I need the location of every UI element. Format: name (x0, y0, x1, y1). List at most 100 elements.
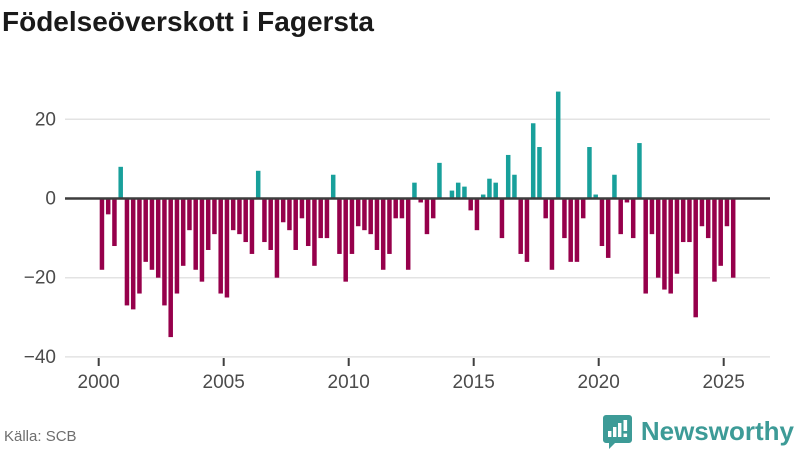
bar: 2012 Q2: -18 (405, 198, 411, 270)
bar: 2008 Q4: -10 (318, 198, 323, 239)
newsworthy-pin-barchart-icon (602, 415, 632, 449)
bar: 2022 Q1: -9 (649, 198, 655, 235)
bar: 2005 Q3: -9 (237, 198, 242, 235)
bar: 2017 Q4: -5 (543, 198, 548, 219)
bar: 2003 Q2: -17 (180, 198, 186, 266)
bar: 2011 Q2: -18 (380, 198, 386, 270)
bar: 2016 Q1: -10 (499, 198, 505, 239)
bar: 2019 Q4: 1 (593, 194, 598, 199)
bar: 2004 Q4: -24 (218, 198, 223, 294)
bar: 2020 Q4: -9 (618, 198, 623, 235)
bar: 2014 Q4: -3 (468, 198, 473, 211)
bar: 2003 Q4: -18 (193, 198, 198, 270)
bar: 2024 Q2: -10 (705, 198, 711, 239)
bar: 2004 Q3: -9 (212, 198, 217, 235)
bar: 2006 Q2: 7 (255, 170, 261, 199)
y-axis-tick-label: 0 (45, 189, 56, 210)
bar: 2012 Q3: 4 (412, 182, 417, 199)
bar: 2010 Q2: -7 (355, 198, 361, 227)
bar: 2000 Q1: -18 (99, 198, 105, 270)
bar: 2000 Q3: -12 (112, 198, 117, 247)
bar: 2009 Q3: -14 (337, 198, 342, 254)
bar: 2024 Q1: -7 (699, 198, 705, 227)
bar: 2021 Q2: -10 (630, 198, 636, 239)
bar: 2025 Q1: -7 (724, 198, 730, 227)
bar: 2001 Q4: -16 (143, 198, 148, 262)
bar: 2005 Q1: -25 (224, 198, 230, 298)
bar: 2005 Q2: -8 (230, 198, 236, 231)
bar: 2019 Q1: -16 (574, 198, 580, 262)
bar: 2016 Q2: 11 (505, 154, 511, 199)
bar: 2014 Q3: 3 (462, 186, 467, 199)
bar: 2018 Q4: -16 (568, 198, 573, 262)
bar: 2019 Q3: 13 (587, 147, 592, 199)
bar: 2001 Q1: -27 (124, 198, 130, 306)
bar: 2011 Q4: -5 (393, 198, 398, 219)
bar: 2022 Q2: -20 (655, 198, 661, 278)
bar: 2025 Q2: -20 (730, 198, 736, 278)
bar: 2015 Q2: 1 (480, 194, 486, 199)
bar: 2011 Q1: -13 (374, 198, 380, 250)
bar: 2002 Q3: -27 (162, 198, 167, 306)
x-axis-tick-label: 2025 (703, 372, 745, 393)
x-axis-tick-label: 2015 (453, 372, 495, 393)
bar: 2006 Q3: -11 (262, 198, 267, 243)
bar: 2016 Q4: -14 (518, 198, 523, 254)
x-axis-tick-label: 2020 (578, 372, 620, 393)
bar: 2018 Q2: 27 (555, 91, 561, 199)
bar: 2017 Q1: -16 (524, 198, 530, 262)
bar: 2022 Q4: -24 (668, 198, 673, 294)
bar: 2020 Q2: -15 (605, 198, 611, 258)
bar: 2004 Q2: -13 (205, 198, 211, 250)
bar: 2020 Q3: 6 (612, 174, 617, 199)
x-axis-tick-label: 2005 (203, 372, 245, 393)
bar: 2008 Q1: -5 (299, 198, 305, 219)
bar: 2007 Q2: -6 (280, 198, 286, 223)
x-axis-tick-label: 2010 (328, 372, 370, 393)
bar: 2013 Q1: -9 (424, 198, 430, 235)
bar: 2006 Q4: -13 (268, 198, 273, 250)
bar: 2001 Q3: -24 (137, 198, 142, 294)
bar: 2002 Q4: -35 (168, 198, 173, 338)
bar: 2018 Q1: -18 (549, 198, 555, 270)
bar: 2024 Q4: -17 (718, 198, 723, 266)
source-note: Källa: SCB (4, 428, 77, 445)
bar: 2007 Q4: -13 (293, 198, 298, 250)
bar: 2012 Q1: -5 (399, 198, 405, 219)
bar: 2023 Q4: -30 (693, 198, 698, 318)
y-axis-tick-label: −20 (24, 268, 56, 289)
bar: 2018 Q3: -10 (562, 198, 567, 239)
bar: 2003 Q1: -24 (174, 198, 180, 294)
y-axis-tick-label: −40 (24, 347, 56, 368)
bar: 2015 Q3: 5 (487, 178, 492, 199)
bar: 2008 Q2: -12 (305, 198, 311, 247)
bar: 2000 Q2: -4 (105, 198, 111, 215)
bar: 2010 Q4: -9 (368, 198, 373, 235)
bar: 2007 Q3: -8 (287, 198, 292, 231)
bar: 2002 Q2: -20 (155, 198, 161, 278)
bar: 2021 Q4: -24 (643, 198, 648, 294)
bar: 2009 Q2: 6 (330, 174, 336, 199)
bar: 2014 Q2: 4 (455, 182, 461, 199)
bar: 2002 Q1: -18 (149, 198, 155, 270)
bar: 2021 Q3: 14 (637, 143, 642, 199)
brand-name: Newsworthy (640, 415, 794, 446)
bar: 2000 Q4: 8 (118, 166, 123, 199)
bar: 2001 Q2: -28 (130, 198, 136, 310)
bar: 2013 Q2: -5 (430, 198, 436, 219)
bar: 2023 Q1: -19 (674, 198, 680, 274)
bar: 2009 Q1: -10 (324, 198, 330, 239)
bar: 2017 Q3: 13 (537, 147, 542, 199)
bar: 2023 Q3: -11 (687, 198, 692, 243)
x-axis-tick-label: 2000 (78, 372, 120, 393)
y-axis-tick-label: 20 (35, 109, 56, 130)
bar: 2019 Q2: -5 (580, 198, 586, 219)
bar: 2011 Q3: -14 (387, 198, 392, 254)
bar: 2010 Q3: -8 (362, 198, 367, 231)
bar: 2024 Q3: -21 (712, 198, 717, 282)
bar: 2020 Q1: -12 (599, 198, 605, 247)
bar: 2009 Q4: -21 (343, 198, 348, 282)
bar: 2013 Q3: 9 (437, 162, 442, 199)
